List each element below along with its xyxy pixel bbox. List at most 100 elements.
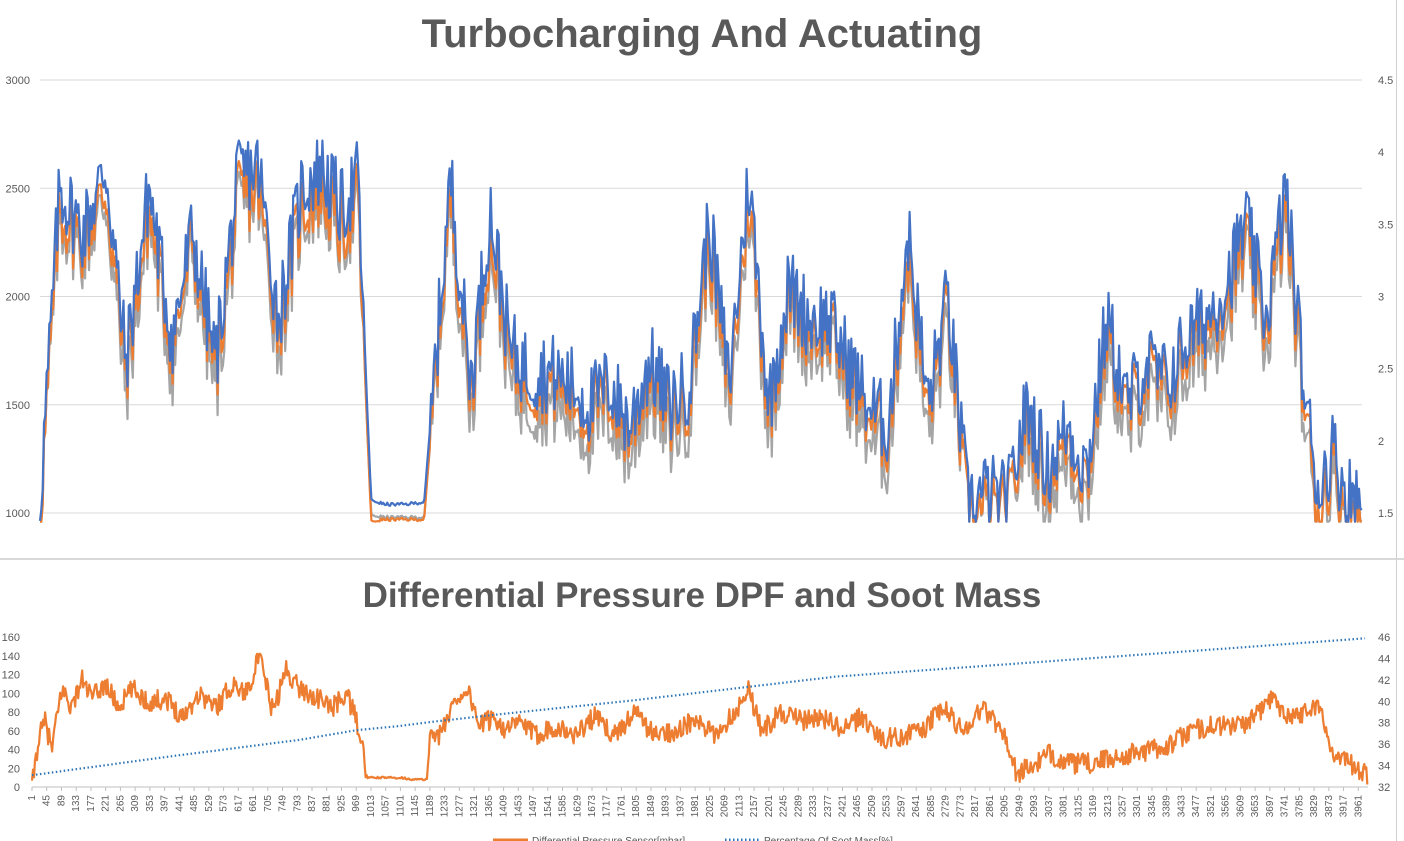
xtick-label-85: 3741 bbox=[1280, 795, 1291, 818]
xtick-label-13: 573 bbox=[219, 795, 230, 812]
xtick-label-8: 353 bbox=[145, 795, 156, 812]
xtick-label-20: 881 bbox=[322, 795, 333, 812]
xtick-label-81: 3565 bbox=[1221, 795, 1232, 818]
xtick-label-74: 3257 bbox=[1118, 795, 1129, 818]
legend-label-soot-mass: Percentage Of Soot Mass[%] bbox=[764, 836, 893, 841]
ytick-left-2-7: 140 bbox=[2, 651, 20, 663]
xtick-label-83: 3653 bbox=[1250, 795, 1261, 818]
xtick-label-42: 1849 bbox=[646, 795, 657, 818]
xtick-label-86: 3785 bbox=[1294, 795, 1305, 818]
ytick-right-2-0: 32 bbox=[1378, 782, 1390, 794]
xtick-label-80: 3521 bbox=[1206, 795, 1217, 818]
ytick-left-2-8: 160 bbox=[2, 632, 20, 644]
xtick-label-12: 529 bbox=[204, 795, 215, 812]
xtick-label-38: 1673 bbox=[587, 795, 598, 818]
xtick-label-70: 3081 bbox=[1059, 795, 1070, 818]
xtick-label-27: 1189 bbox=[425, 795, 436, 817]
ytick-right-2-3: 38 bbox=[1378, 718, 1390, 730]
ytick-left-1-0: 1000 bbox=[6, 508, 30, 520]
xtick-label-56: 2465 bbox=[852, 795, 863, 818]
xtick-label-78: 3433 bbox=[1176, 795, 1187, 818]
xtick-label-79: 3477 bbox=[1191, 795, 1202, 818]
xtick-label-49: 2157 bbox=[749, 795, 760, 818]
chart-title-turbocharging: Turbocharging And Actuating bbox=[421, 12, 983, 56]
xtick-label-57: 2509 bbox=[867, 795, 878, 818]
series-line-soot-mass bbox=[31, 637, 1366, 777]
xtick-label-36: 1585 bbox=[558, 795, 569, 818]
xtick-label-88: 3873 bbox=[1324, 795, 1335, 818]
ytick-right-1-0: 1.5 bbox=[1378, 508, 1393, 520]
xtick-label-33: 1453 bbox=[513, 795, 524, 818]
xtick-label-26: 1145 bbox=[410, 795, 421, 817]
xtick-label-71: 3125 bbox=[1073, 795, 1084, 818]
xtick-label-43: 1893 bbox=[661, 795, 672, 818]
xtick-label-65: 2861 bbox=[985, 795, 996, 818]
xtick-label-62: 2729 bbox=[941, 795, 952, 818]
xtick-label-40: 1761 bbox=[616, 795, 627, 818]
chart-panel-differential-pressure bbox=[0, 560, 1404, 841]
ytick-right-2-2: 36 bbox=[1378, 739, 1390, 751]
xtick-label-89: 3917 bbox=[1339, 795, 1350, 818]
ytick-left-2-6: 120 bbox=[2, 670, 20, 682]
xtick-label-45: 1981 bbox=[690, 795, 701, 818]
xtick-label-10: 441 bbox=[174, 795, 185, 812]
xtick-label-14: 617 bbox=[233, 795, 244, 812]
xtick-label-37: 1629 bbox=[572, 795, 583, 818]
xtick-label-15: 661 bbox=[248, 795, 259, 812]
ytick-left-2-3: 60 bbox=[8, 726, 20, 738]
ytick-right-1-3: 3 bbox=[1378, 292, 1384, 304]
xtick-label-29: 1277 bbox=[454, 795, 465, 818]
ytick-left-1-1: 1500 bbox=[6, 400, 30, 412]
ytick-right-2-6: 44 bbox=[1378, 653, 1390, 665]
xtick-label-53: 2333 bbox=[808, 795, 819, 818]
ytick-left-1-2: 2000 bbox=[6, 292, 30, 304]
xtick-label-23: 1013 bbox=[366, 795, 377, 818]
xtick-label-84: 3697 bbox=[1265, 795, 1276, 818]
xtick-label-51: 2245 bbox=[779, 795, 790, 818]
xtick-label-18: 793 bbox=[292, 795, 303, 812]
xtick-label-46: 2025 bbox=[705, 795, 716, 818]
xtick-label-63: 2773 bbox=[955, 795, 966, 818]
ytick-right-2-7: 46 bbox=[1378, 632, 1390, 644]
ytick-right-2-5: 42 bbox=[1378, 675, 1390, 687]
xtick-label-32: 1409 bbox=[499, 795, 510, 818]
xtick-label-25: 1101 bbox=[395, 795, 406, 817]
xtick-label-64: 2817 bbox=[970, 795, 981, 818]
xtick-label-73: 3213 bbox=[1103, 795, 1114, 818]
xtick-label-4: 177 bbox=[86, 795, 97, 812]
ytick-right-1-5: 4 bbox=[1378, 147, 1384, 159]
xtick-label-60: 2641 bbox=[911, 795, 922, 818]
ytick-left-2-0: 0 bbox=[14, 782, 20, 794]
ytick-right-2-4: 40 bbox=[1378, 696, 1390, 708]
xtick-label-75: 3301 bbox=[1132, 795, 1143, 818]
xtick-label-55: 2421 bbox=[838, 795, 849, 818]
ytick-right-1-4: 3.5 bbox=[1378, 219, 1393, 231]
xtick-label-31: 1365 bbox=[484, 795, 495, 818]
ytick-left-1-3: 2500 bbox=[6, 183, 30, 195]
ytick-left-1-4: 3000 bbox=[6, 75, 30, 87]
xtick-label-24: 1057 bbox=[381, 795, 392, 818]
xtick-label-82: 3609 bbox=[1235, 795, 1246, 818]
xtick-label-0: 1 bbox=[27, 795, 38, 801]
xtick-label-61: 2685 bbox=[926, 795, 937, 818]
xtick-label-77: 3389 bbox=[1162, 795, 1173, 818]
xtick-label-76: 3345 bbox=[1147, 795, 1158, 818]
xtick-label-35: 1541 bbox=[543, 795, 554, 818]
xtick-label-22: 969 bbox=[351, 795, 362, 812]
ytick-right-1-6: 4.5 bbox=[1378, 75, 1393, 87]
xtick-label-7: 309 bbox=[130, 795, 141, 812]
xtick-label-3: 133 bbox=[71, 795, 82, 812]
xtick-label-41: 1805 bbox=[631, 795, 642, 818]
xtick-label-47: 2069 bbox=[720, 795, 731, 818]
xtick-label-39: 1717 bbox=[602, 795, 613, 818]
xtick-label-66: 2905 bbox=[1000, 795, 1011, 818]
ytick-left-2-4: 80 bbox=[8, 707, 20, 719]
xtick-label-6: 265 bbox=[115, 795, 126, 812]
xtick-label-16: 705 bbox=[263, 795, 274, 812]
xtick-label-30: 1321 bbox=[469, 795, 480, 818]
xtick-label-54: 2377 bbox=[823, 795, 834, 818]
xtick-label-50: 2201 bbox=[764, 795, 775, 818]
xtick-label-5: 221 bbox=[101, 795, 112, 812]
ytick-right-2-1: 34 bbox=[1378, 761, 1390, 773]
